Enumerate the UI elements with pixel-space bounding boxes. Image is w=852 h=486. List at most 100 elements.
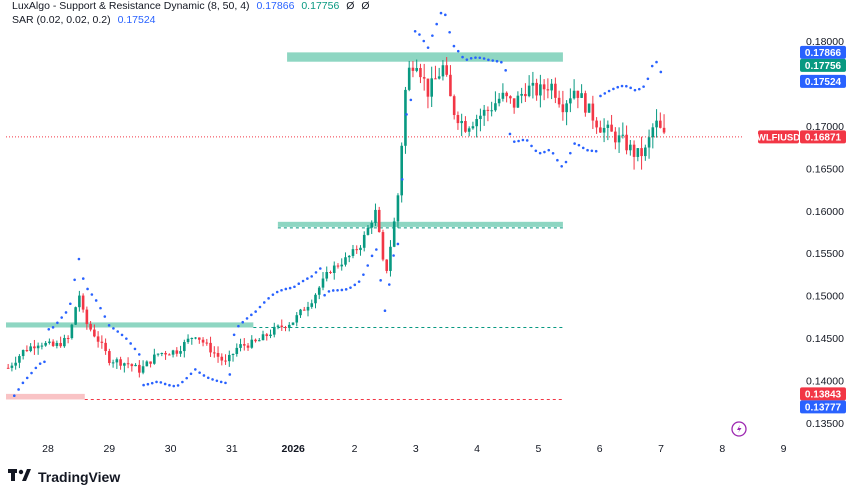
candle-body bbox=[51, 341, 55, 346]
candle-body bbox=[119, 359, 122, 366]
candle-body bbox=[175, 350, 179, 354]
candle-body bbox=[662, 127, 666, 133]
candle-body bbox=[437, 76, 441, 79]
candle-body bbox=[419, 68, 422, 78]
sar-dot bbox=[319, 267, 322, 270]
sar-dot bbox=[482, 57, 486, 60]
candle-body bbox=[145, 361, 149, 367]
price-tag-bg bbox=[800, 45, 846, 59]
candle-body bbox=[602, 127, 606, 133]
symbol-tag: WLFIUSD bbox=[757, 130, 800, 144]
sar-dot bbox=[202, 374, 206, 377]
tradingview-logo-icon bbox=[8, 468, 32, 486]
candle-body bbox=[179, 351, 182, 354]
candle-body bbox=[374, 209, 377, 223]
price-tag-bg bbox=[800, 58, 846, 72]
candle-body bbox=[524, 93, 527, 97]
sar-dot bbox=[569, 151, 572, 155]
sar-dot bbox=[344, 288, 348, 291]
candle-body bbox=[422, 77, 426, 79]
sar-dot bbox=[616, 85, 620, 89]
candle-body bbox=[347, 255, 351, 258]
sar-dot bbox=[521, 138, 525, 142]
candle-body bbox=[332, 265, 336, 274]
sar-dot bbox=[245, 317, 249, 320]
price-tag-text: 0.17756 bbox=[805, 61, 842, 72]
sar-dot bbox=[301, 279, 305, 283]
sar-dot bbox=[21, 381, 25, 385]
candle-body bbox=[224, 360, 227, 362]
sar-dot bbox=[500, 60, 503, 64]
candle-body bbox=[183, 342, 186, 352]
candle-body bbox=[411, 67, 415, 71]
price-axis-label: 0.14000 bbox=[806, 376, 844, 388]
sar-dot bbox=[262, 301, 266, 304]
sar-dot bbox=[150, 381, 154, 385]
candle-body bbox=[93, 329, 96, 337]
sar-dot bbox=[400, 178, 404, 181]
sar-dot bbox=[577, 143, 581, 147]
sar-dot bbox=[250, 313, 253, 317]
candle-body bbox=[130, 364, 134, 367]
sar-dot bbox=[426, 46, 430, 49]
sar-dot bbox=[551, 152, 555, 155]
candle-body bbox=[314, 294, 317, 304]
time-axis-label: 2 bbox=[352, 443, 358, 455]
sar-dot bbox=[297, 282, 301, 286]
zones-layer bbox=[6, 52, 563, 400]
sar-dot bbox=[17, 388, 20, 391]
candle-body bbox=[389, 246, 392, 271]
candle-body bbox=[295, 315, 299, 323]
indicator-legend-sr[interactable]: LuxAlgo - Support & Resistance Dynamic (… bbox=[12, 0, 374, 12]
candle-body bbox=[501, 92, 505, 99]
candle-body bbox=[377, 209, 381, 233]
sar-dot bbox=[129, 342, 132, 345]
candle-body bbox=[561, 104, 565, 113]
candle-body bbox=[33, 346, 36, 349]
sar-dot bbox=[77, 257, 81, 261]
brand-name: TradingView bbox=[38, 469, 121, 485]
candle-body bbox=[284, 327, 287, 329]
sar-dot bbox=[439, 11, 443, 15]
candle-body bbox=[591, 103, 595, 121]
candle-body bbox=[100, 341, 104, 343]
sar-dot bbox=[172, 384, 176, 388]
sar-dot bbox=[383, 309, 387, 313]
candle-body bbox=[336, 265, 340, 267]
candle-body bbox=[235, 347, 239, 354]
tradingview-brand[interactable]: TradingView bbox=[8, 468, 120, 486]
candle-body bbox=[460, 121, 463, 124]
sr-zone-red bbox=[6, 393, 85, 400]
flash-icon[interactable] bbox=[731, 421, 747, 437]
sar-dot bbox=[306, 277, 309, 280]
sar-dot bbox=[625, 84, 628, 88]
sar-dot bbox=[349, 286, 352, 289]
sar-dot bbox=[573, 142, 576, 145]
candle-body bbox=[29, 346, 32, 351]
indicator-legend-sar[interactable]: SAR (0.02, 0.02, 0.2) 0.17524 bbox=[12, 14, 160, 26]
sar-dot bbox=[206, 376, 210, 380]
candle-body bbox=[625, 134, 628, 151]
candle-body bbox=[205, 342, 209, 344]
candle-body bbox=[201, 339, 205, 343]
sar-dot bbox=[116, 330, 120, 333]
candle-body bbox=[569, 98, 572, 104]
candle-body bbox=[325, 272, 329, 279]
price-tag: 0.13843 bbox=[800, 387, 846, 401]
time-axis[interactable]: 28 29 30 31 2026 2 3 4 5 6 7 8 9 bbox=[42, 443, 787, 455]
price-axis[interactable]: 0.180000.175000.170000.165000.160000.155… bbox=[806, 36, 844, 430]
sar-dot bbox=[142, 383, 145, 387]
sar-dot bbox=[474, 56, 477, 59]
candle-body bbox=[36, 345, 40, 349]
candle-body bbox=[516, 95, 520, 108]
sar-dot bbox=[331, 289, 335, 292]
sar-dot bbox=[456, 49, 460, 53]
candle-body bbox=[149, 361, 152, 364]
candle-body bbox=[111, 362, 115, 364]
candle-body bbox=[291, 322, 295, 325]
sar-dot bbox=[448, 30, 451, 34]
sar-dot bbox=[314, 271, 318, 274]
sar-dot bbox=[556, 158, 559, 162]
sar-dot bbox=[241, 320, 245, 324]
